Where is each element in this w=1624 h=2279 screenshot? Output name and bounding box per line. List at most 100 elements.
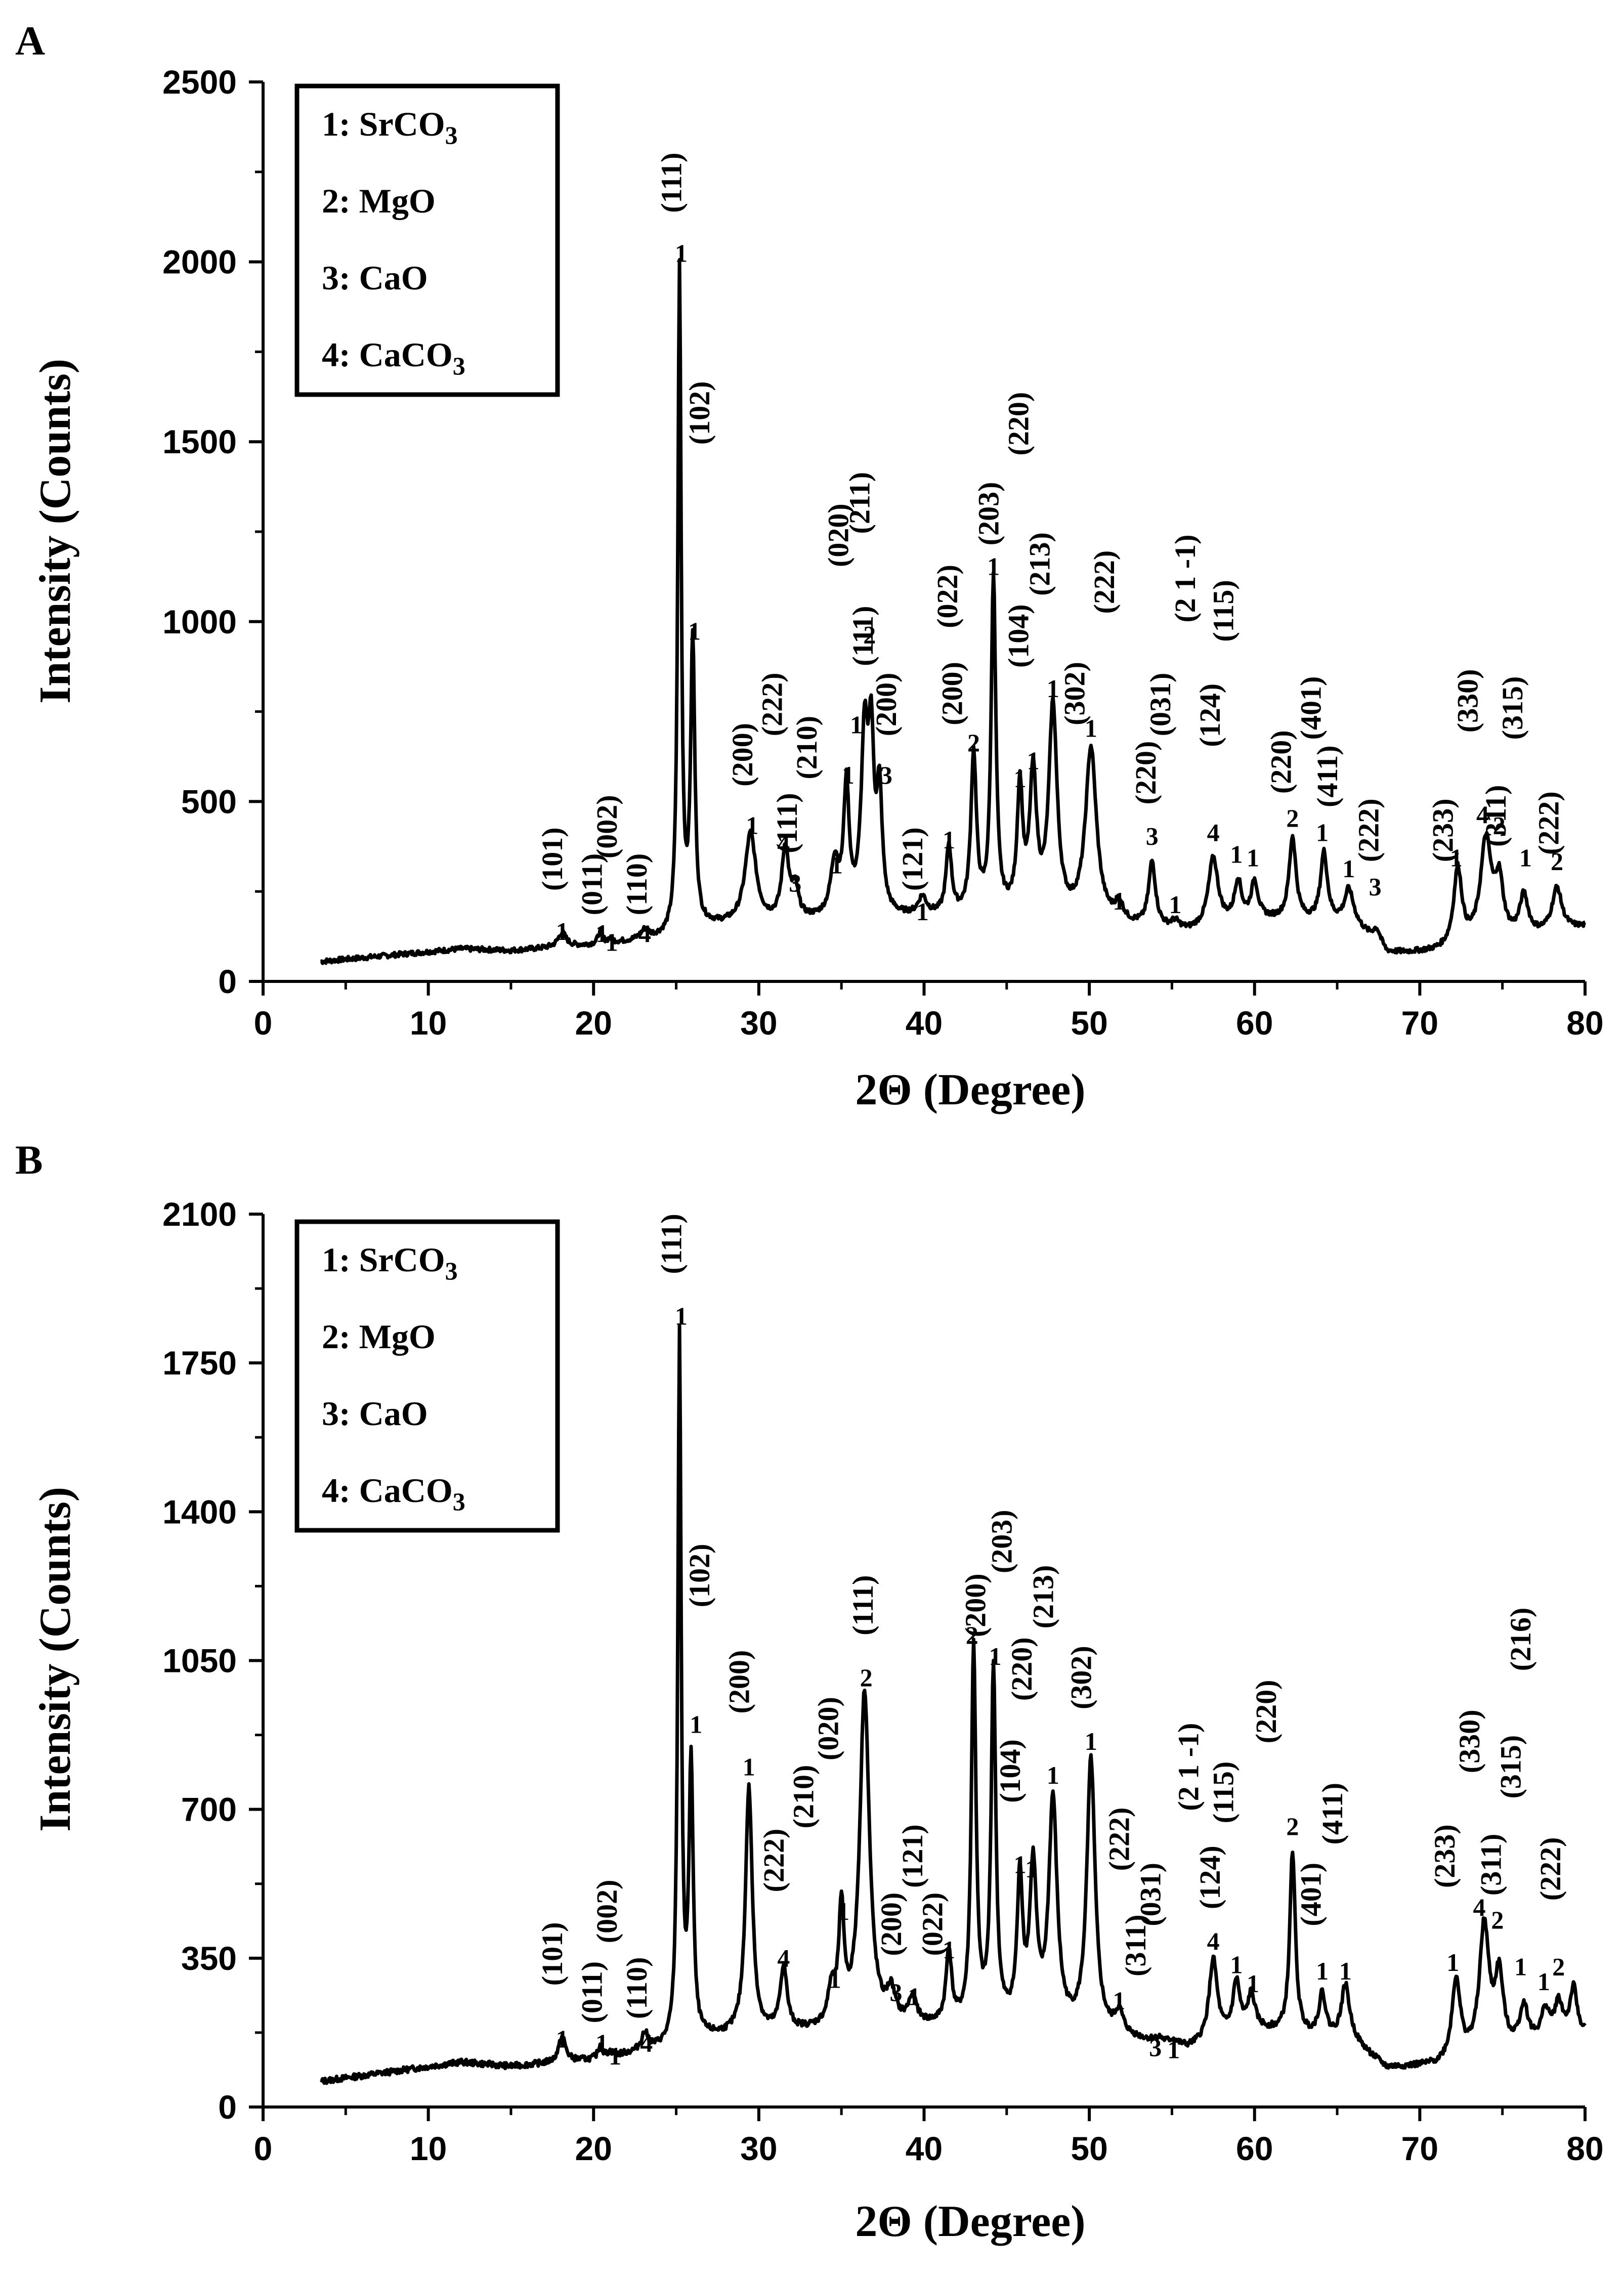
panel-b-hkl-label: (220) [1250,1680,1283,1744]
panel-a-hkl-label: (330) [1451,669,1484,733]
panel-a-phase-label: 1 [675,239,688,268]
panel-b-hkl-label: (115) [1207,1761,1240,1823]
panel-b-hkl-label: (222) [757,1829,790,1893]
panel-b-legend-entry-cao: 3: CaO [322,1394,428,1433]
panel-b-legend-entry-caco3: 4: CaCO3 [322,1471,465,1516]
panel-b-phase-label: 4 [1473,1893,1485,1921]
panel-a-hkl-label: (115) [1207,580,1240,641]
panel-a-hkl-label: (220) [1129,741,1162,805]
panel-a-hkl-label: (302) [1058,662,1091,725]
panel-b-hkl-label: (220) [1005,1637,1038,1701]
panel-b-phase-label: 2 [1491,1906,1504,1934]
panel-b-hkl-label: (011) [576,1961,609,2023]
panel-a-phase-label: 3 [880,761,892,789]
panel-a-phase-label: 1 [1450,843,1463,872]
panel-a-y-tick-label: 1000 [162,603,237,640]
panel-b-hkl-label: (121) [896,1824,929,1888]
panel-a-hkl-label: (211) [843,472,876,534]
panel-b-phase-label: 1 [556,2025,569,2053]
panel-a-phase-label: 1 [850,710,863,739]
panel-b-phase-label: 1 [1537,1967,1550,1996]
panel-a-axis-ticks: 0 10 20 30 40 50 60 70 80 0 500 1000 1500 2000 2500 [162,63,1604,1042]
panel-b-phase-label: 1 [1013,1851,1026,1879]
panel-a-phase-label: 1 [1169,890,1181,919]
panel-a-phase-label: 1 [1247,843,1259,872]
panel-b-hkl-label: (311) [1474,1834,1507,1896]
panel-b-hkl-label: (203) [986,1510,1018,1573]
panel-a-phase-label: 4 [777,829,790,857]
panel-b-phase-label: 3 [1149,2033,1162,2061]
panel-a-x-tick-label: 70 [1401,1004,1438,1042]
panel-a-hkl-label: (104) [1002,604,1035,668]
panel-b-phase-label: 1 [1113,1987,1125,2015]
panel-b-hkl-label: (022) [916,1893,949,1956]
panel-a-hkl-label: (220) [1002,392,1035,456]
panel-b-phase-label: 2 [966,1621,978,1649]
panel-a-hkl-label: (011) [576,853,609,915]
panel-b-phase-label: 1 [1230,1950,1243,1979]
panel-a-hkl-label: (200) [870,673,903,737]
panel-a-x-tick-label: 80 [1566,1004,1603,1042]
panel-b-legend-box [294,1219,560,1533]
panel-a-phase-label: 1 [943,826,955,854]
panel-b-hkl-label: (216) [1504,1608,1537,1671]
panel-b-hkl-label: (233) [1428,1824,1461,1888]
panel-b-y-tick-label: 0 [218,2088,237,2126]
panel-b-phase-label: 2 [1286,1812,1299,1840]
panel-a-phase-label: 1 [1519,843,1532,872]
panel-b-x-axis-title: 2Θ (Degree) [855,2197,1085,2246]
panel-a-hkl-label: (111) [771,793,803,853]
panel-a-hkl-label: (222) [756,673,789,737]
panel-a-phase-label: 1 [1085,714,1097,742]
panel-a-hkl-label: (121) [896,827,929,891]
panel-a-x-tick-label: 60 [1236,1004,1273,1042]
panel-a-phase-label: 4 [1476,800,1489,829]
panel-a-phase-label: 1 [746,811,758,839]
panel-a-x-tick-label: 30 [740,1004,777,1042]
panel-b-hkl-label: (302) [1064,1646,1097,1709]
panel-b-phase-label: 1 [1025,1855,1038,1883]
panel-a-legend-entry-mgo: 2: MgO [322,182,436,220]
panel-a-phase-label: 3 [1146,822,1159,850]
panel-b-x-tick-label: 50 [1071,2130,1107,2167]
panel-a-hkl-label: (222) [1352,798,1385,862]
panel-a-hkl-label: (411) [1311,745,1344,807]
panel-a-legend: 1: SrCO3 2: MgO 3: CaO 4: CaCO3 [294,83,560,397]
panel-b-hkl-label: (222) [1534,1837,1567,1901]
panel-b-hkl-label: (200) [959,1573,992,1637]
panel-a-phase-label: 4 [1207,819,1220,847]
panel-a-hkl-label: (203) [972,482,1005,546]
panel-a-phase-label: 1 [1113,887,1125,915]
panel-a-hkl-label: (210) [790,716,823,780]
panel-b-hkl-label: (031) [1134,1863,1167,1926]
panel-b-phase-label: 1 [1339,1957,1352,1985]
panel-b-hkl-label: (110) [620,1957,653,2019]
panel-a-hkl-label: (111) [846,606,879,666]
panel-b-letter: B [15,1137,43,1183]
panel-a-phase-label: 1 [1342,854,1355,883]
panel-b-hkl-label: (411) [1316,1783,1349,1844]
panel-b-phase-label: 1 [743,1752,755,1781]
panel-a-y-axis-title: Intensity (Counts) [31,359,80,704]
panel-b-hkl-label: (330) [1453,1709,1486,1773]
panel-a-y-tick-label: 1500 [162,423,237,460]
panel-a-hkl-label: (200) [726,723,759,787]
panel-b-hkl-label: (101) [536,1922,569,1986]
panel-b-hkl-label: (020) [812,1697,845,1760]
panel-b-phase-label: 1 [943,1936,955,1964]
panel-a-phase-label: 1 [1027,746,1040,775]
panel-b-y-tick-label: 1050 [162,1642,237,1680]
panel-b-x-tick-label: 80 [1566,2130,1603,2167]
panel-a-hkl-label: (111) [655,153,688,213]
panel-b-phase-label: 1 [908,1982,920,2010]
panel-a-hkl-label: (020) [822,503,854,567]
panel-a-phase-label: 1 [916,897,929,926]
panel-a-hkl-label: (002) [590,795,623,858]
panel-b-phase-label: 2 [1552,1952,1565,1981]
panel-b-x-tick-label: 0 [254,2130,273,2167]
panel-a-hkl-label: (311) [1479,785,1512,847]
panel-b-y-tick-label: 350 [181,1940,237,1977]
panel-b-phase-label: 2 [860,1663,873,1692]
